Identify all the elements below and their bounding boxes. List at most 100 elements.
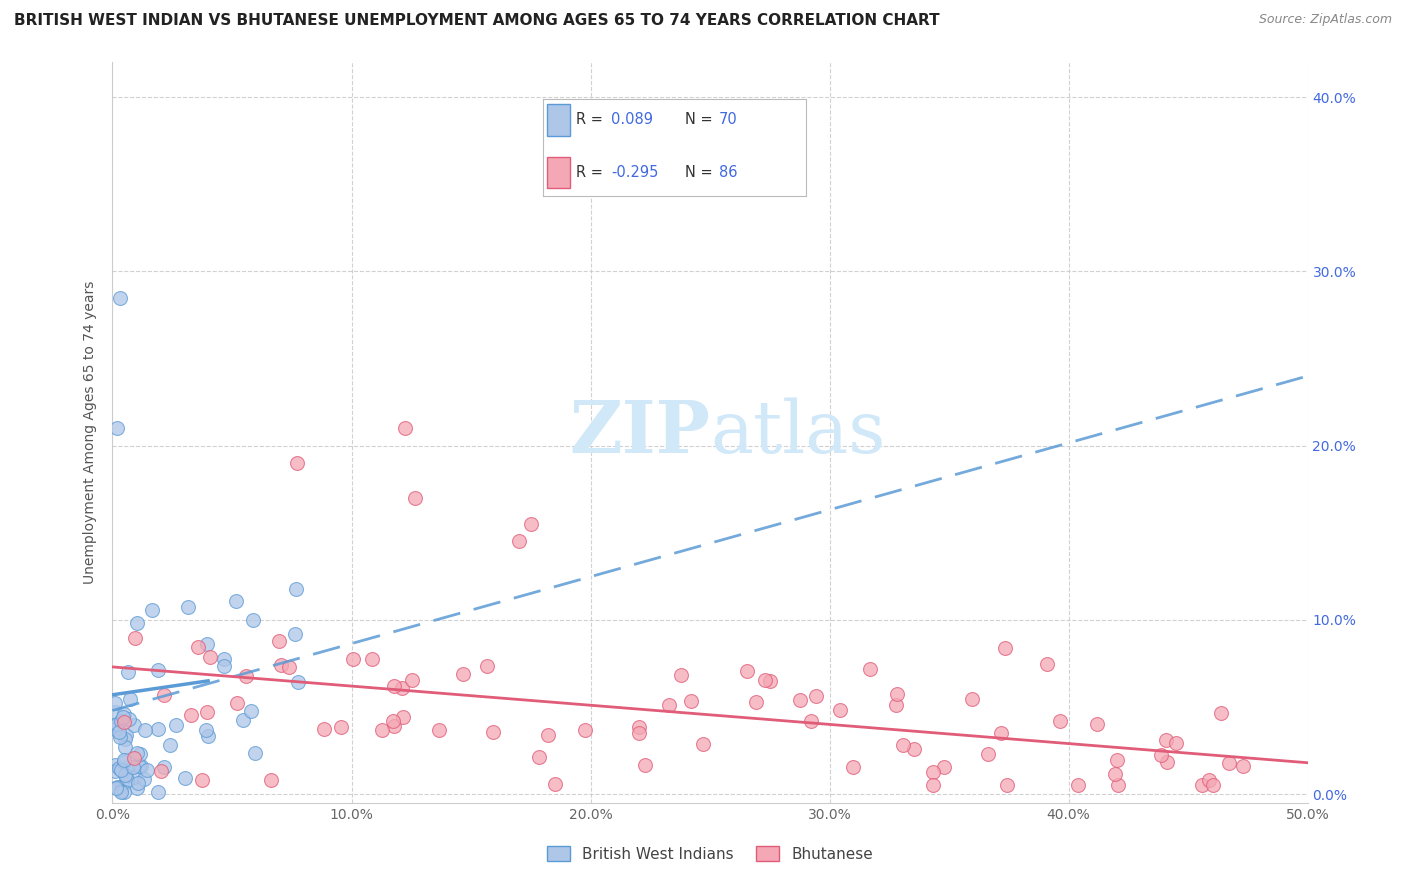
Point xyxy=(312,722,335,736)
Point xyxy=(745,695,768,709)
Point xyxy=(118,712,141,726)
Point xyxy=(1198,773,1220,788)
Point xyxy=(404,491,426,505)
Point xyxy=(110,784,132,798)
Point xyxy=(475,659,498,673)
Point xyxy=(122,770,145,784)
Point xyxy=(225,594,247,608)
Point xyxy=(235,669,257,683)
Point xyxy=(110,784,132,798)
Point xyxy=(451,666,474,681)
Y-axis label: Unemployment Among Ages 65 to 74 years: Unemployment Among Ages 65 to 74 years xyxy=(83,281,97,584)
Point xyxy=(117,760,139,774)
Point xyxy=(520,517,543,532)
Point xyxy=(111,710,134,724)
Point xyxy=(1067,778,1090,792)
Point xyxy=(127,775,149,789)
Point xyxy=(128,759,150,773)
Point xyxy=(903,741,925,756)
Point xyxy=(187,640,209,654)
Point xyxy=(260,772,283,787)
Point xyxy=(134,723,156,737)
Point xyxy=(122,717,145,731)
Point xyxy=(129,747,152,762)
Point xyxy=(401,673,423,687)
Point xyxy=(360,652,382,666)
Point xyxy=(180,708,202,723)
Point xyxy=(107,724,129,739)
Point xyxy=(382,680,405,694)
Text: ZIP: ZIP xyxy=(569,397,710,468)
Point xyxy=(114,714,136,729)
Point xyxy=(394,421,416,435)
Point xyxy=(370,723,392,738)
Point xyxy=(243,747,266,761)
Point xyxy=(287,675,309,690)
Point xyxy=(104,705,127,719)
Point xyxy=(239,705,262,719)
Point xyxy=(231,713,253,727)
Point xyxy=(115,772,138,787)
Point xyxy=(110,714,132,728)
Point xyxy=(118,692,141,706)
Point xyxy=(886,687,908,701)
Point xyxy=(1232,759,1254,773)
Text: atlas: atlas xyxy=(710,397,886,468)
Point xyxy=(197,729,219,743)
Point xyxy=(195,637,218,651)
Point xyxy=(671,667,693,681)
Point xyxy=(148,722,170,736)
Point xyxy=(212,659,235,673)
Point xyxy=(105,421,128,435)
Point xyxy=(277,660,299,674)
Point xyxy=(1156,755,1178,769)
Point xyxy=(105,781,128,796)
Point xyxy=(125,747,148,761)
Point xyxy=(1164,736,1187,750)
Point xyxy=(828,703,851,717)
Point xyxy=(112,706,135,721)
Point xyxy=(152,760,174,774)
Point xyxy=(1087,716,1109,731)
Point xyxy=(242,614,264,628)
Point xyxy=(789,693,811,707)
Point xyxy=(105,718,128,732)
Point xyxy=(200,650,222,665)
Point xyxy=(105,780,128,794)
Point xyxy=(921,778,943,792)
Point xyxy=(114,769,136,783)
Point xyxy=(679,694,702,708)
Point xyxy=(136,763,159,777)
Point xyxy=(283,627,305,641)
Point xyxy=(165,718,187,732)
Text: Source: ZipAtlas.com: Source: ZipAtlas.com xyxy=(1258,13,1392,27)
Point xyxy=(1036,657,1059,672)
Point xyxy=(1209,706,1232,720)
Point xyxy=(330,720,353,734)
Point xyxy=(114,732,136,747)
Point xyxy=(1107,778,1129,792)
Point xyxy=(800,714,823,728)
Point xyxy=(842,759,865,773)
Point xyxy=(1156,732,1178,747)
Point xyxy=(108,291,131,305)
Point xyxy=(110,764,132,778)
Point xyxy=(1049,714,1071,729)
Point xyxy=(190,772,212,787)
Point xyxy=(112,753,135,767)
Point xyxy=(960,691,983,706)
Point xyxy=(628,720,651,734)
Point xyxy=(754,673,776,687)
Point xyxy=(1104,767,1126,781)
Point xyxy=(114,768,136,782)
Point xyxy=(482,725,505,739)
Point xyxy=(893,738,915,752)
Point xyxy=(544,776,567,790)
Point xyxy=(658,698,681,712)
Point xyxy=(124,751,146,765)
Point xyxy=(177,599,200,614)
Point xyxy=(195,706,218,720)
Point xyxy=(108,731,131,745)
Point xyxy=(990,726,1012,740)
Point xyxy=(125,615,148,630)
